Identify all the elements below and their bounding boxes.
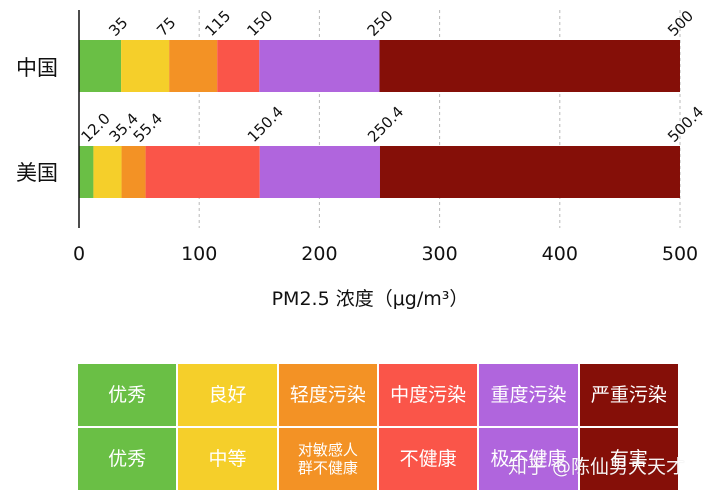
bar-segment (145, 146, 260, 198)
bar-segment (169, 40, 218, 92)
x-tick-label: 300 (421, 243, 457, 265)
bar-segment (259, 146, 380, 198)
bar-segment (79, 146, 94, 198)
bar-segment (121, 146, 146, 198)
legend-cell: 中等 (176, 426, 279, 492)
legend-cell: 不健康 (376, 426, 480, 492)
legend-cell: 轻度污染 (276, 362, 379, 428)
segment-boundary-label: 75 (153, 14, 179, 40)
legend-cell: 极不健康 (477, 426, 580, 492)
x-tick-labels: 0 100 200 300 400 500 (73, 243, 698, 265)
x-tick-label: 100 (181, 243, 217, 265)
legend-cell: 对敏感人 群不健康 (276, 426, 379, 492)
segment-boundary-label: 12.0 (78, 109, 114, 145)
legend-cell: 严重污染 (577, 362, 681, 428)
bar-segment (379, 40, 680, 92)
segment-boundary-label: 55.4 (130, 109, 166, 145)
legend-cell: 中度污染 (376, 362, 480, 428)
x-axis-label: PM2.5 浓度（μg/m³） (272, 288, 469, 310)
bar-segment (217, 40, 260, 92)
bar-segment (259, 40, 380, 92)
x-tick-label: 500 (662, 243, 698, 265)
legend-cell: 良好 (176, 362, 279, 428)
segment-boundary-label: 500.4 (664, 103, 707, 146)
bar-segment (121, 40, 170, 92)
bars (79, 40, 680, 198)
legend-cell: 重度污染 (477, 362, 580, 428)
bar-segment (379, 146, 680, 198)
segment-boundary-label: 250.4 (364, 103, 407, 146)
segment-boundary-label: 250 (364, 7, 397, 40)
bar-segment (93, 146, 122, 198)
category-label-china: 中国 (16, 56, 58, 80)
segment-boundary-label: 500 (664, 7, 697, 40)
legend-row-usa: 优秀 中等 对敏感人 群不健康 不健康 极不健康 有害 (75, 426, 681, 492)
watermark: 知乎 @陈仙男大天才 (508, 456, 686, 478)
legend-cell: 优秀 (75, 426, 179, 492)
segment-boundary-label: 150 (243, 7, 276, 40)
category-label-usa: 美国 (16, 161, 58, 185)
aqi-legend-table: 优秀 良好 轻度污染 中度污染 重度污染 严重污染 优秀 中等 对敏感人 群不健… (75, 362, 681, 492)
legend-cell: 优秀 (75, 362, 179, 428)
legend-cell: 有害 (577, 426, 681, 492)
x-tick-label: 400 (542, 243, 578, 265)
x-tick-label: 200 (301, 243, 337, 265)
x-tick-label: 0 (73, 243, 85, 265)
segment-boundary-label: 150.4 (244, 103, 287, 146)
bar-segment (79, 40, 122, 92)
segment-boundary-label: 35 (105, 14, 131, 40)
segment-boundary-label: 115 (201, 7, 234, 40)
legend-row-china: 优秀 良好 轻度污染 中度污染 重度污染 严重污染 (75, 362, 681, 428)
